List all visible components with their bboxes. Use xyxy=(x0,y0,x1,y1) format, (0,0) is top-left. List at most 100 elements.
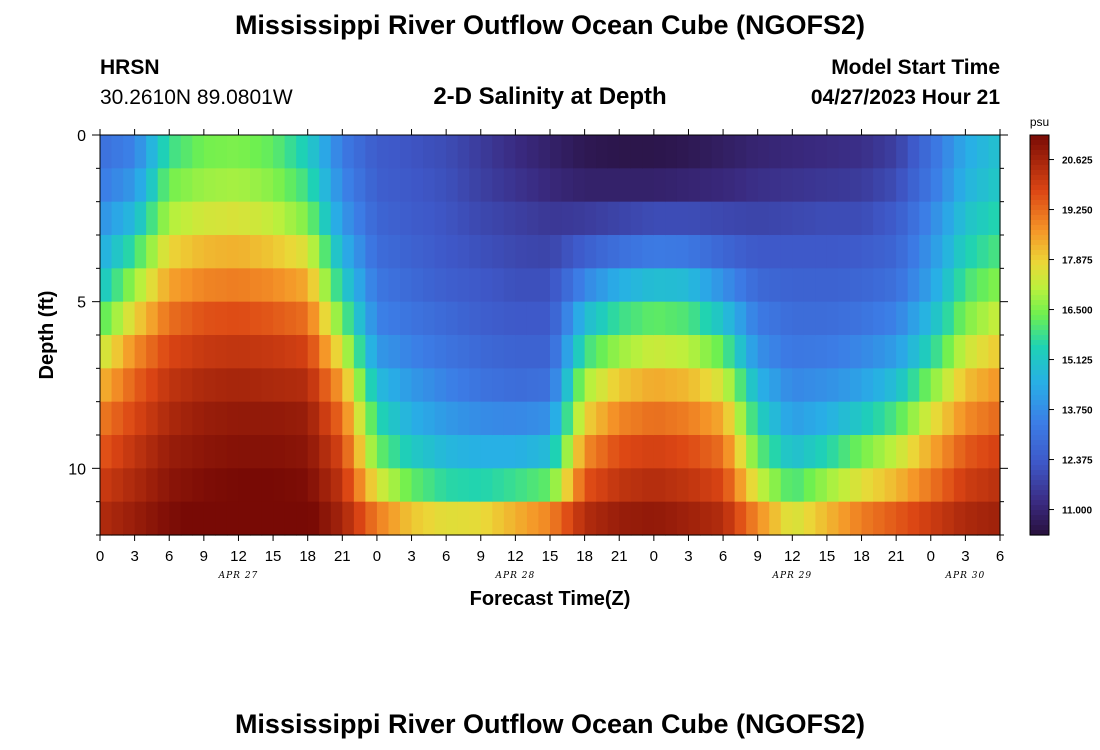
colorbar-segment xyxy=(1030,275,1049,281)
heatmap-cell xyxy=(711,168,724,203)
colorbar-segment xyxy=(1030,390,1049,396)
heatmap-cell xyxy=(388,501,401,536)
heatmap-cell xyxy=(873,168,886,203)
colorbar-segment xyxy=(1030,215,1049,221)
heatmap-cell xyxy=(584,235,597,269)
heatmap-cell xyxy=(642,135,655,169)
heatmap-cell xyxy=(538,435,551,469)
x-tick-label: 3 xyxy=(407,548,415,565)
heatmap-cell xyxy=(907,368,920,403)
heatmap-cell xyxy=(942,468,955,503)
colorbar-segment xyxy=(1030,310,1049,316)
heatmap-cell xyxy=(596,435,609,469)
date-label: APR 30 xyxy=(945,571,986,581)
heatmap-cell xyxy=(780,168,793,203)
heatmap-cell xyxy=(457,268,470,303)
heatmap-cell xyxy=(930,368,943,403)
heatmap-cell xyxy=(423,368,436,403)
heatmap-cell xyxy=(584,468,597,503)
heatmap-cell xyxy=(896,335,909,369)
heatmap-cell xyxy=(296,368,309,403)
heatmap-cell xyxy=(561,201,574,236)
heatmap-cell xyxy=(215,235,228,269)
heatmap-cell xyxy=(769,268,782,303)
colorbar-segment xyxy=(1030,515,1049,521)
heatmap-cell xyxy=(642,301,655,336)
heatmap-cell xyxy=(100,401,113,436)
heatmap-cell xyxy=(157,201,170,236)
heatmap-cell xyxy=(826,201,840,236)
heatmap-cell xyxy=(203,168,216,203)
heatmap-cell xyxy=(238,235,251,269)
heatmap-cell xyxy=(665,201,678,236)
heatmap-cell xyxy=(169,401,182,436)
heatmap-cell xyxy=(976,168,990,203)
heatmap-cell xyxy=(261,401,274,436)
heatmap-cell xyxy=(700,468,713,503)
heatmap-cell xyxy=(215,168,228,203)
heatmap-cell xyxy=(711,301,724,336)
heatmap-cell xyxy=(215,435,228,469)
heatmap-cell xyxy=(365,268,378,303)
heatmap-cell xyxy=(192,335,205,369)
heatmap-cell xyxy=(250,368,263,403)
heatmap-cell xyxy=(780,468,793,503)
heatmap-cell xyxy=(815,268,828,303)
heatmap-cell xyxy=(884,468,897,503)
heatmap-cell xyxy=(688,468,701,503)
heatmap-cell xyxy=(376,368,390,403)
heatmap-cell xyxy=(307,501,320,536)
heatmap-cell xyxy=(376,268,390,303)
heatmap-cell xyxy=(469,268,482,303)
heatmap-cell xyxy=(480,401,493,436)
heatmap-cell xyxy=(192,401,205,436)
heatmap-cell xyxy=(780,268,793,303)
heatmap-cell xyxy=(215,135,228,169)
heatmap-cell xyxy=(976,268,990,303)
heatmap-cell xyxy=(376,168,390,203)
heatmap-cell xyxy=(203,468,216,503)
heatmap-cell xyxy=(215,468,228,503)
heatmap-cell xyxy=(861,468,874,503)
heatmap-cell xyxy=(330,301,343,336)
heatmap-cell xyxy=(573,401,586,436)
heatmap-cell xyxy=(180,301,193,336)
heatmap-cell xyxy=(134,235,147,269)
colorbar-segment xyxy=(1030,405,1049,411)
heatmap-cell xyxy=(653,301,666,336)
heatmap-cell xyxy=(411,268,424,303)
heatmap-cell xyxy=(111,301,124,336)
heatmap-cell xyxy=(100,301,113,336)
heatmap-cell xyxy=(792,468,805,503)
heatmap-cell xyxy=(965,235,978,269)
heatmap-cell xyxy=(584,435,597,469)
heatmap-cell xyxy=(584,335,597,369)
date-label: APR 29 xyxy=(771,571,812,581)
heatmap-cell xyxy=(330,235,343,269)
heatmap-cell xyxy=(573,168,586,203)
colorbar-segment xyxy=(1030,395,1049,401)
heatmap-cell xyxy=(607,468,620,503)
heatmap-cell xyxy=(780,435,793,469)
heatmap-cell xyxy=(480,201,493,236)
heatmap-cell xyxy=(319,301,332,336)
heatmap-cell xyxy=(250,135,263,169)
heatmap-cell xyxy=(526,401,540,436)
heatmap-cell xyxy=(942,168,955,203)
heatmap-cell xyxy=(803,501,816,536)
heatmap-cell xyxy=(238,435,251,469)
heatmap-cell xyxy=(353,201,366,236)
heatmap-cell xyxy=(676,168,690,203)
heatmap-cell xyxy=(630,368,643,403)
heatmap-cell xyxy=(769,368,782,403)
heatmap-cell xyxy=(100,435,113,469)
heatmap-cell xyxy=(480,368,493,403)
heatmap-cell xyxy=(976,135,990,169)
heatmap-cell xyxy=(584,168,597,203)
heatmap-cell xyxy=(353,401,366,436)
heatmap-cell xyxy=(619,135,632,169)
heatmap-cell xyxy=(930,468,943,503)
colorbar-segment xyxy=(1030,200,1049,206)
heatmap-cell xyxy=(861,235,874,269)
